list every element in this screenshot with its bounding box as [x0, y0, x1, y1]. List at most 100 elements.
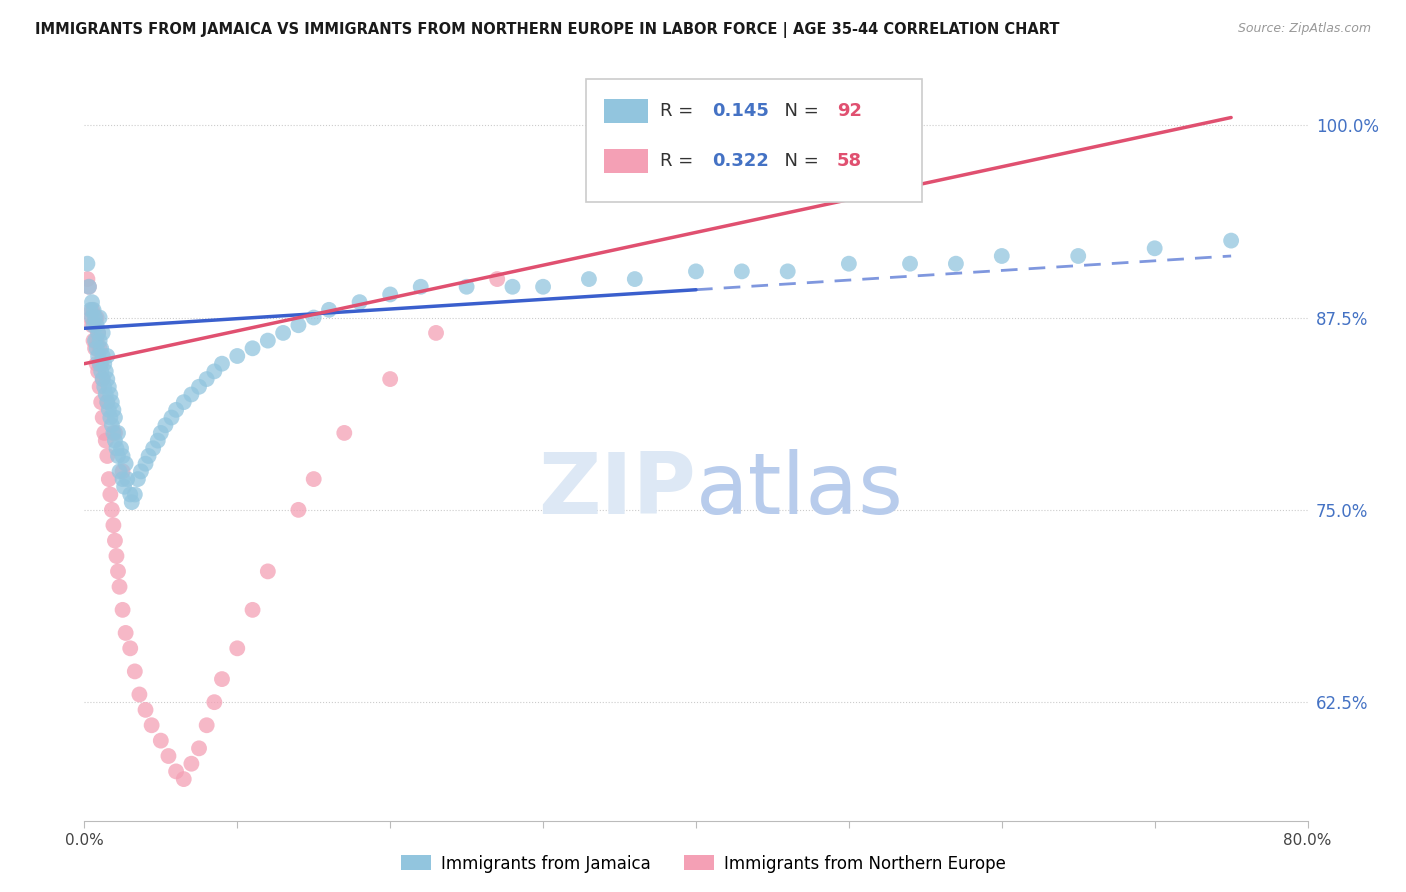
Point [96, 395, 118, 409]
Point [97, 380, 120, 394]
Point [149, 733, 172, 747]
Point [111, 464, 134, 478]
Point [425, 326, 447, 340]
Point [93, 357, 115, 371]
Point [945, 257, 967, 271]
Point [86, 310, 108, 325]
Point [160, 410, 183, 425]
Point [84, 341, 107, 355]
Point [86, 318, 108, 333]
Point [202, 695, 225, 709]
Point [226, 641, 249, 656]
Point [89, 334, 111, 348]
Point [180, 756, 202, 771]
Point [105, 442, 128, 456]
Point [76, 257, 98, 271]
Point [94, 434, 117, 448]
Point [96, 372, 118, 386]
Point [94, 364, 117, 378]
Point [991, 249, 1014, 263]
Point [90, 395, 112, 409]
Point [165, 764, 187, 779]
Point [84, 310, 107, 325]
Point [79, 310, 101, 325]
Point [105, 549, 128, 563]
Point [188, 380, 211, 394]
Point [349, 295, 371, 310]
Text: R =: R = [661, 153, 700, 170]
Point [86, 334, 108, 348]
Text: 92: 92 [837, 102, 862, 120]
Point [80, 318, 103, 333]
Point [318, 302, 340, 317]
Point [80, 310, 103, 325]
Point [173, 395, 195, 409]
Point [838, 257, 860, 271]
Point [89, 357, 111, 371]
Point [103, 518, 125, 533]
Point [89, 310, 111, 325]
Point [107, 565, 129, 579]
Point [165, 402, 187, 417]
Point [91, 372, 114, 386]
FancyBboxPatch shape [605, 149, 648, 173]
Point [138, 449, 160, 463]
Point [83, 318, 105, 333]
Point [146, 434, 169, 448]
Point [98, 487, 121, 501]
Point [104, 425, 127, 440]
FancyBboxPatch shape [605, 99, 648, 123]
Point [86, 357, 108, 371]
Point [77, 279, 100, 293]
Point [96, 349, 118, 363]
Point [104, 410, 127, 425]
Point [107, 449, 129, 463]
Point [1220, 234, 1243, 248]
Point [685, 264, 707, 278]
Point [121, 495, 143, 509]
Point [731, 264, 754, 278]
Point [302, 310, 325, 325]
Point [287, 503, 309, 517]
Point [79, 302, 101, 317]
Point [80, 295, 103, 310]
Point [202, 364, 225, 378]
Text: 0.145: 0.145 [711, 102, 769, 120]
Point [578, 272, 600, 286]
Point [195, 372, 218, 386]
Point [83, 302, 105, 317]
Point [898, 257, 921, 271]
Point [91, 372, 114, 386]
Point [135, 703, 157, 717]
Point [456, 279, 478, 293]
Point [242, 603, 264, 617]
Point [287, 318, 309, 333]
Point [93, 380, 115, 394]
Point [211, 357, 233, 371]
Point [128, 688, 150, 702]
Point [103, 402, 125, 417]
Point [80, 302, 103, 317]
Point [87, 364, 110, 378]
Text: IMMIGRANTS FROM JAMAICA VS IMMIGRANTS FROM NORTHERN EUROPE IN LABOR FORCE | AGE : IMMIGRANTS FROM JAMAICA VS IMMIGRANTS FR… [35, 22, 1060, 38]
Point [120, 641, 142, 656]
Point [333, 425, 356, 440]
Point [242, 341, 264, 355]
Point [380, 372, 402, 386]
Point [94, 387, 117, 401]
Point [776, 264, 799, 278]
Point [111, 472, 134, 486]
Text: R =: R = [661, 102, 700, 120]
Point [173, 772, 195, 786]
Legend: Immigrants from Jamaica, Immigrants from Northern Europe: Immigrants from Jamaica, Immigrants from… [394, 848, 1012, 880]
Point [155, 418, 177, 433]
Point [91, 410, 114, 425]
Point [271, 326, 294, 340]
Point [93, 425, 115, 440]
Point [226, 349, 249, 363]
Point [108, 580, 131, 594]
Point [104, 533, 127, 548]
Text: N =: N = [773, 102, 824, 120]
FancyBboxPatch shape [586, 78, 922, 202]
Point [77, 279, 100, 293]
